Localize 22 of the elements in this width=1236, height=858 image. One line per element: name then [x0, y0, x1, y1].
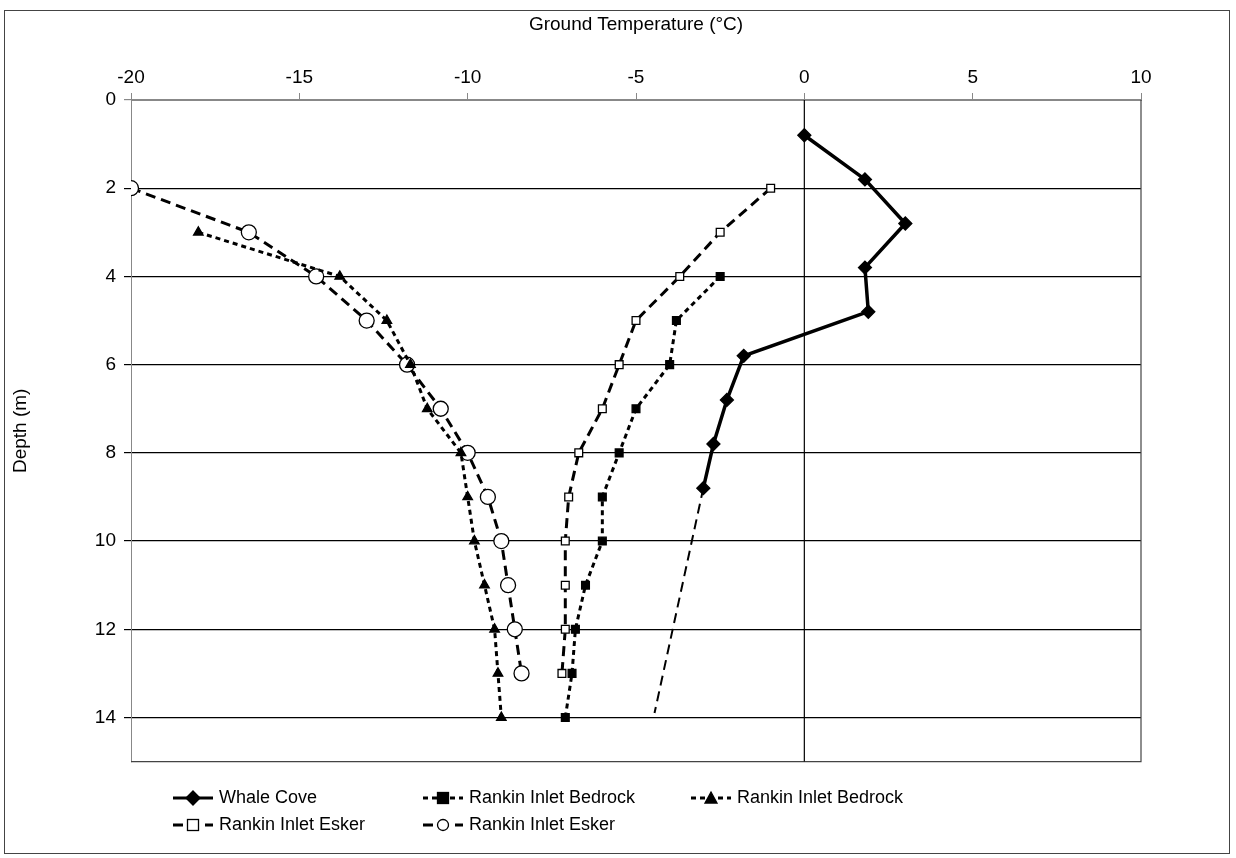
- x-tick-label: 5: [967, 65, 978, 87]
- y-tick-label: 6: [105, 352, 116, 374]
- x-tick-label: -20: [117, 65, 145, 87]
- x-tick-label: -5: [627, 65, 645, 87]
- y-tick-label: 10: [94, 529, 116, 551]
- x-tick-label: 10: [1130, 65, 1152, 87]
- y-tick-label: 4: [105, 264, 117, 286]
- x-tick-label: -15: [285, 65, 314, 87]
- legend-label: Whale Cove: [219, 787, 318, 808]
- x-axis-title: Ground Temperature (°C): [528, 12, 744, 34]
- y-tick-label: 12: [94, 617, 116, 639]
- x-tick-label: -10: [453, 65, 482, 87]
- y-tick-label: 0: [105, 88, 116, 110]
- y-tick-label: 2: [105, 176, 116, 198]
- y-tick-label: 8: [105, 441, 116, 463]
- legend-label: Rankin Inlet Esker: [469, 814, 616, 835]
- y-tick-label: 14: [94, 705, 117, 727]
- y-axis-title: Depth (m): [8, 388, 30, 474]
- legend-label: Rankin Inlet Esker: [219, 814, 366, 835]
- legend-label: Rankin Inlet Bedrock: [737, 787, 904, 808]
- x-tick-label: 0: [799, 65, 810, 87]
- legend-label: Rankin Inlet Bedrock: [469, 787, 636, 808]
